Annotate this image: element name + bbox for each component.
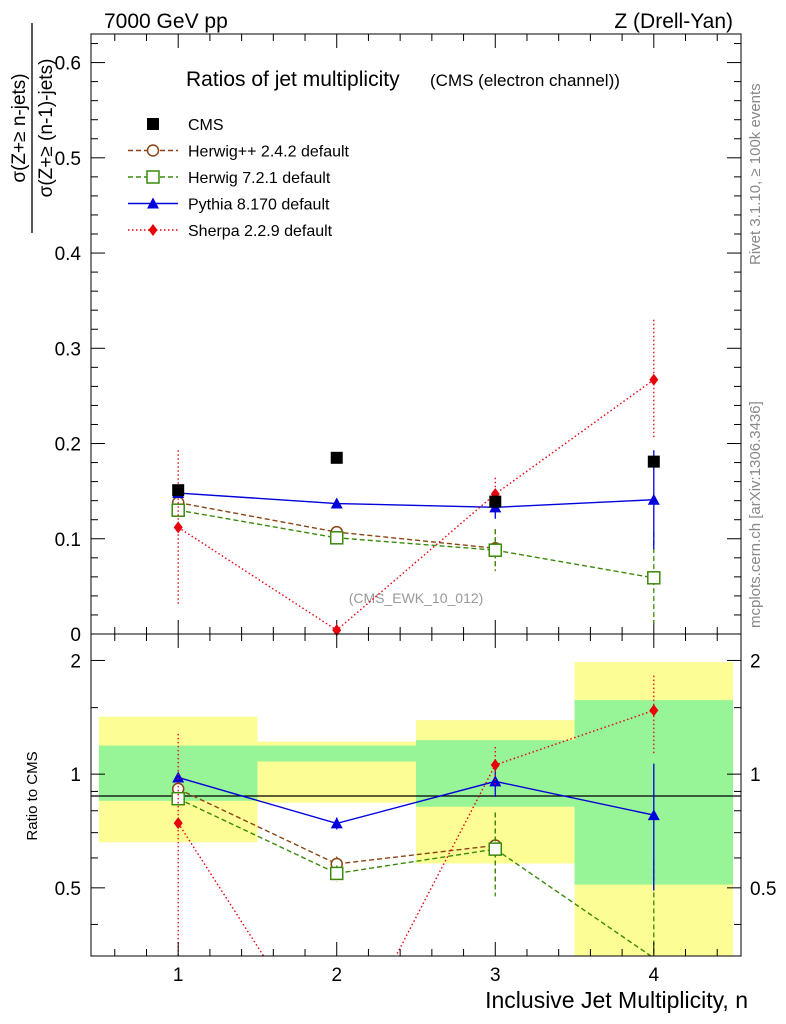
ratio-data-marks bbox=[171, 675, 660, 956]
ratio-y-tick-label-right: 2 bbox=[750, 651, 761, 672]
y-tick-label: 0.5 bbox=[55, 149, 81, 170]
series-point bbox=[173, 521, 183, 534]
ratio-series-point bbox=[647, 809, 660, 821]
ratio-y-tick-label-left: 1 bbox=[70, 765, 81, 786]
cms-data-point bbox=[330, 451, 343, 464]
y-tick-label: 0 bbox=[70, 625, 81, 646]
y-tick-label: 0.6 bbox=[55, 54, 81, 75]
main-data-marks bbox=[171, 319, 661, 637]
y-tick-label: 0.1 bbox=[55, 530, 81, 551]
mcplots-label: mcplots.cern.ch [arXiv:1306.3436] bbox=[747, 401, 764, 628]
ratio-series-line bbox=[177, 709, 655, 956]
series-line bbox=[177, 379, 655, 632]
y-tick-label: 0.2 bbox=[55, 435, 81, 456]
y-tick-label: 0.3 bbox=[55, 339, 81, 360]
legend-label: Herwig++ 2.4.2 default bbox=[188, 144, 350, 161]
legend-marker bbox=[146, 144, 160, 157]
legend-label: Pythia 8.170 default bbox=[188, 197, 330, 214]
x-tick-label: 3 bbox=[490, 965, 501, 986]
ratio-panel-frame bbox=[90, 633, 742, 957]
legend-marker bbox=[148, 224, 158, 236]
ratio-series-line bbox=[177, 788, 496, 865]
cms-data-point bbox=[647, 455, 660, 468]
series-point bbox=[332, 624, 342, 637]
ratio-series-point bbox=[329, 866, 344, 881]
series-point bbox=[488, 543, 503, 557]
y-tick-label: 0.4 bbox=[55, 244, 82, 265]
series-point bbox=[647, 571, 661, 585]
ratio-panel: Ratio to CMS 0.5 0.5 1 1 2 2 1 2 3 4 bbox=[24, 633, 776, 986]
ratio-uncertainty-bands bbox=[98, 662, 734, 956]
series-line bbox=[178, 509, 654, 579]
series-point bbox=[649, 373, 659, 386]
ratio-series-point bbox=[330, 817, 343, 829]
legend-label: Herwig 7.2.1 default bbox=[188, 170, 331, 187]
ratio-y-tick-label-left: 0.5 bbox=[55, 879, 81, 900]
y-axis-label-denominator: σ(Z+≥ (n-1)-jets) bbox=[36, 59, 57, 198]
main-axis-ticks: 0 0.1 0.2 0.3 0.4 0.5 0.6 bbox=[55, 34, 741, 646]
process-label: Z (Drell-Yan) bbox=[614, 10, 733, 33]
ratio-y-tick-label-right: 0.5 bbox=[750, 879, 776, 900]
rivet-label: Rivet 3.1.10, ≥ 100k events bbox=[747, 83, 764, 265]
legend-marker bbox=[146, 170, 160, 184]
series-point bbox=[330, 497, 343, 509]
ratio-y-tick-label-left: 2 bbox=[70, 651, 81, 672]
series-point bbox=[647, 493, 660, 505]
legend-label: CMS bbox=[188, 117, 224, 134]
x-tick-label: 1 bbox=[173, 965, 184, 986]
ratio-series-point bbox=[490, 758, 500, 771]
ratio-axis-ticks: 0.5 0.5 1 1 2 2 1 2 3 4 bbox=[55, 634, 776, 986]
ratio-series-point bbox=[489, 775, 502, 787]
ratio-series-point bbox=[172, 771, 185, 783]
x-tick-label: 2 bbox=[331, 965, 342, 986]
cms-data-point bbox=[172, 484, 185, 497]
ratio-y-tick-label-right: 1 bbox=[750, 765, 761, 786]
ratio-series-point bbox=[649, 704, 659, 717]
analysis-watermark: (CMS_EWK_10_012) bbox=[349, 590, 484, 606]
legend-marker bbox=[147, 197, 159, 209]
ratio-y-axis-label: Ratio to CMS bbox=[24, 751, 41, 840]
ratio-series-line bbox=[178, 776, 654, 825]
x-axis-label: Inclusive Jet Multiplicity, n bbox=[485, 987, 748, 1013]
main-panel: Ratios of jet multiplicity (CMS (electro… bbox=[55, 33, 742, 646]
ratio-series-point bbox=[173, 817, 183, 830]
ratio-series-point bbox=[488, 842, 503, 856]
series-point bbox=[329, 531, 344, 545]
legend-label: Sherpa 2.2.9 default bbox=[188, 223, 333, 240]
ratio-series-group bbox=[171, 675, 660, 956]
series-line bbox=[178, 492, 654, 509]
x-tick-label: 4 bbox=[649, 965, 660, 986]
chart-title: Ratios of jet multiplicity bbox=[186, 68, 400, 91]
uncertainty-band-inner bbox=[257, 745, 416, 762]
beam-label: 7000 GeV pp bbox=[104, 10, 228, 33]
legend-marker bbox=[147, 118, 159, 130]
y-axis-label-numerator: σ(Z+≥ n-jets) bbox=[9, 73, 30, 182]
y-axis-label: σ(Z+≥ n-jets) σ(Z+≥ (n-1)-jets) bbox=[9, 23, 57, 233]
cms-data-point bbox=[489, 495, 502, 508]
legend: CMS Herwig++ 2.4.2 default Herwig 7.2.1 de… bbox=[128, 117, 350, 240]
chart-subtitle: (CMS (electron channel)) bbox=[430, 71, 620, 90]
